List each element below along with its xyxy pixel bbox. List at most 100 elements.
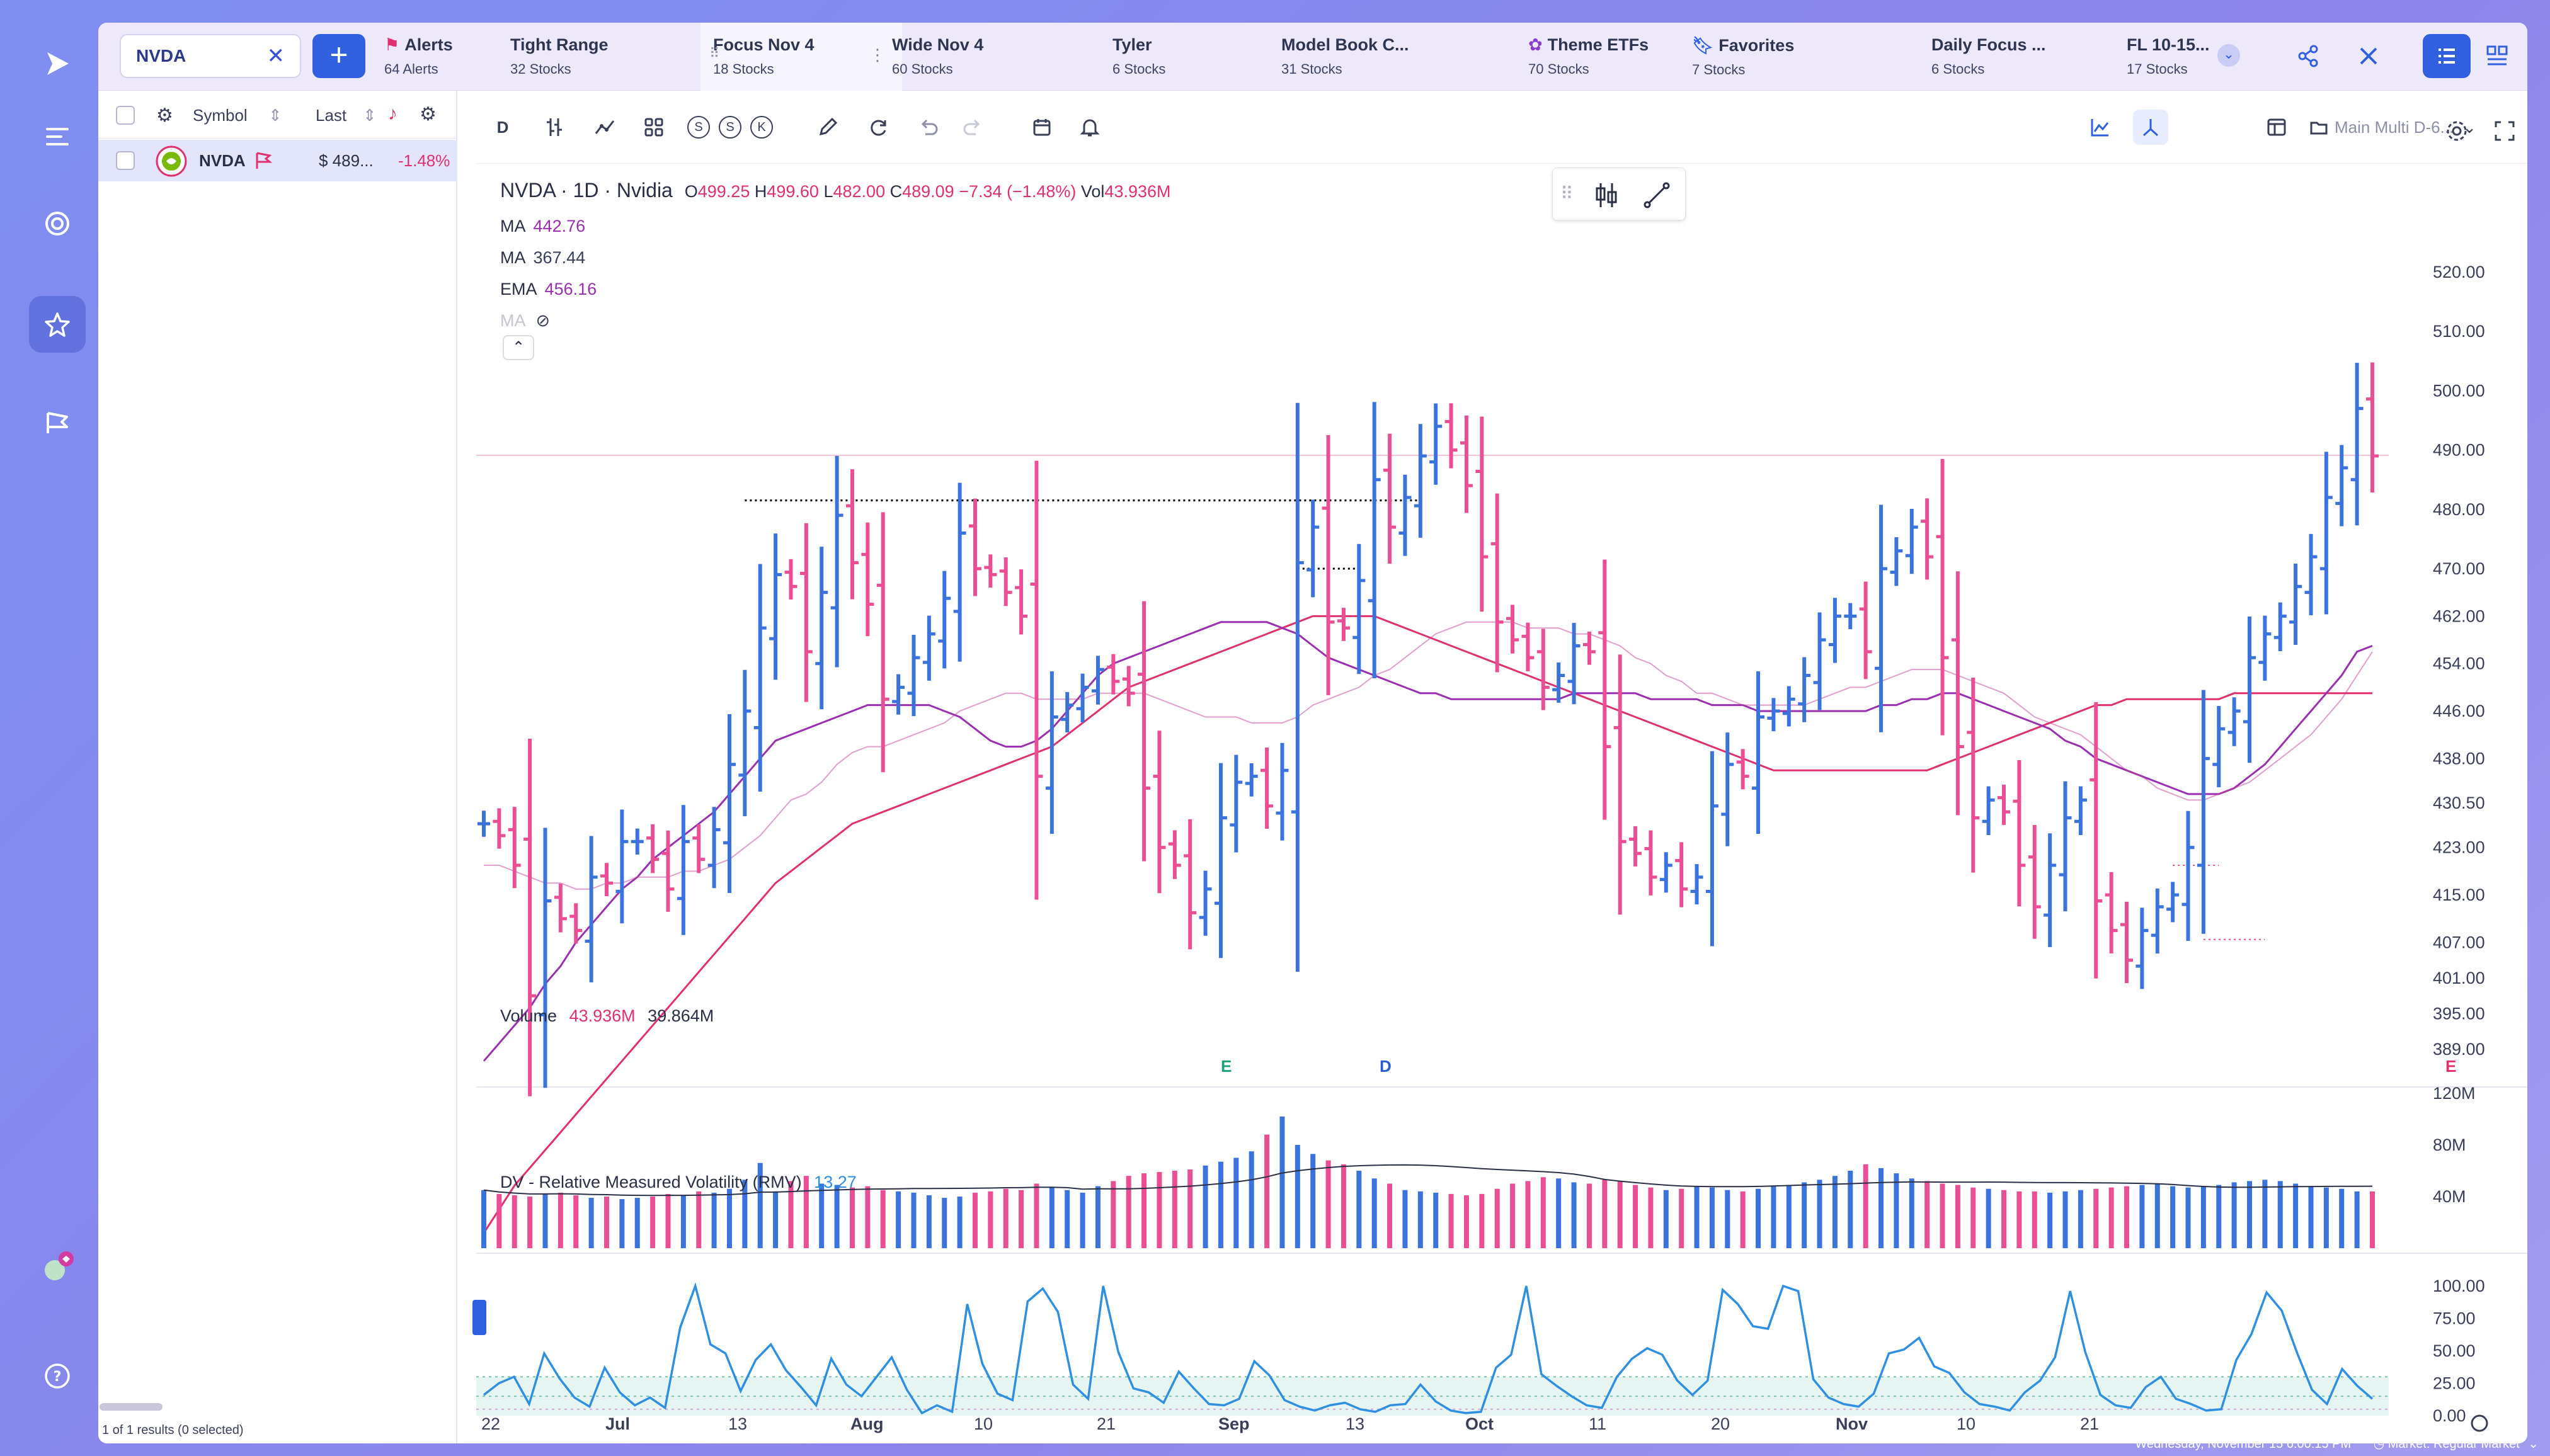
- tab-focus-nov-4[interactable]: Focus Nov 4 18 Stocks ⠿ ⋮: [700, 23, 902, 91]
- x-twitter-button[interactable]: [2345, 34, 2393, 78]
- volume-bar: [2185, 1187, 2191, 1248]
- ohlc-bar: [1721, 732, 1734, 846]
- rmv-value: 13.27: [814, 1173, 857, 1192]
- ohlc-bar: [1813, 612, 1826, 710]
- menu-icon[interactable]: [29, 108, 86, 165]
- tab-theme-etfs[interactable]: ✿ Theme ETFs 70 Stocks: [1516, 23, 1692, 91]
- fullscreen-icon[interactable]: [2492, 118, 2527, 154]
- ohlc-bar: [1705, 751, 1718, 947]
- ohlc-bar: [2243, 617, 2256, 763]
- ohlc-bar: [968, 498, 981, 596]
- time-axis-label: Aug: [850, 1414, 883, 1433]
- tabs-more-chevron-icon[interactable]: ⌄: [2217, 44, 2240, 67]
- watchlist-star-icon[interactable]: [29, 296, 86, 353]
- ma3-legend[interactable]: MA ⊘: [500, 305, 597, 336]
- last-column-header[interactable]: Last: [316, 106, 347, 125]
- volume-bar: [742, 1180, 748, 1248]
- trendline-tool-icon[interactable]: [1641, 179, 1672, 211]
- clear-search-icon[interactable]: ✕: [266, 44, 285, 68]
- row-symbol: NVDA: [199, 151, 246, 170]
- event-marker[interactable]: E: [2445, 1057, 2456, 1076]
- tab-menu-icon[interactable]: ⋮: [869, 45, 886, 64]
- tab-wide-nov-4[interactable]: Wide Nov 4 60 Stocks: [879, 23, 1081, 91]
- draw-pencil-icon[interactable]: [810, 110, 845, 145]
- chart-settings-icon[interactable]: [2444, 118, 2479, 154]
- symbol-column-header[interactable]: Symbol: [193, 106, 248, 125]
- time-axis-label: Jul: [605, 1414, 630, 1433]
- alert-bell-icon[interactable]: [1072, 110, 1107, 145]
- tab-alerts[interactable]: ⚑ Alerts 64 Alerts: [372, 23, 498, 91]
- templates-icon[interactable]: [636, 110, 672, 145]
- ohlc-bar: [1122, 666, 1135, 707]
- undo-icon[interactable]: [911, 110, 946, 145]
- grid-view-button[interactable]: [2473, 34, 2521, 78]
- calendar-icon[interactable]: [1024, 110, 1060, 145]
- eye-hidden-icon[interactable]: ⊘: [535, 311, 551, 330]
- ohlc-bar: [799, 523, 813, 702]
- tab-daily-focus[interactable]: Daily Focus ... 6 Stocks: [1919, 23, 2127, 91]
- price-chart[interactable]: 520.00 510.00 500.00 490.00 480.00 470.00 462.…: [476, 165, 2527, 1443]
- drag-handle-icon[interactable]: ⠿: [1560, 184, 1574, 203]
- candlestick-tool-icon[interactable]: [1591, 179, 1622, 211]
- volume-bar: [1310, 1154, 1316, 1248]
- ohlc-bar: [1306, 499, 1320, 598]
- pane-expand-handle[interactable]: [472, 1300, 486, 1335]
- tab-tight-range[interactable]: Tight Range 32 Stocks: [498, 23, 674, 91]
- ohlc-bar: [1936, 458, 1949, 736]
- bar-style-icon[interactable]: [537, 110, 572, 145]
- layout-selector[interactable]: Main Multi D-6... ⌄: [2309, 110, 2511, 145]
- ohlc-bar: [1414, 424, 1427, 538]
- indicator-legend: MA 442.76 MA 367.44 EMA 456.16 MA ⊘: [500, 210, 597, 336]
- panels-icon[interactable]: [2259, 110, 2294, 145]
- avatar[interactable]: [29, 1239, 86, 1296]
- logo-icon[interactable]: [29, 35, 86, 92]
- select-all-checkbox[interactable]: [116, 106, 135, 125]
- chevron-down-icon[interactable]: ⌄: [2528, 1437, 2539, 1451]
- row-checkbox[interactable]: [116, 151, 135, 170]
- gear-icon[interactable]: ⚙: [420, 104, 437, 125]
- tab-fl-10-15[interactable]: FL 10-15... 17 Stocks ⌄: [2114, 23, 2240, 91]
- collapse-legend-button[interactable]: ⌃: [503, 335, 534, 360]
- s-button[interactable]: S: [716, 110, 745, 145]
- list-item[interactable]: NVDA $ 489... -1.48%: [98, 140, 457, 181]
- sort-icon[interactable]: ⇕: [268, 106, 282, 125]
- ohlc-bar: [892, 674, 905, 715]
- help-icon[interactable]: ?: [29, 1348, 86, 1404]
- tab-favorites[interactable]: 🔖︎ Favorites 7 Stocks: [1679, 23, 1925, 91]
- axis-settings-icon[interactable]: [2471, 1414, 2488, 1432]
- ohlc-bar: [692, 824, 706, 873]
- ma2-legend[interactable]: MA 367.44: [500, 242, 597, 273]
- redo-icon[interactable]: [955, 110, 990, 145]
- add-watchlist-button[interactable]: +: [312, 34, 365, 78]
- share-button[interactable]: [2284, 34, 2332, 78]
- tab-model-book-c[interactable]: Model Book C... 31 Stocks: [1269, 23, 1521, 91]
- ohlc-bar: [661, 830, 675, 912]
- close-label: C: [889, 182, 903, 201]
- vol-value: 43.936M: [1104, 182, 1171, 201]
- indicators-icon[interactable]: [587, 110, 622, 145]
- guitar-icon[interactable]: ♪: [388, 103, 397, 124]
- tab-drag-handle-icon[interactable]: ⠿: [709, 45, 720, 61]
- ma1-legend[interactable]: MA 442.76: [500, 210, 597, 242]
- interval-button[interactable]: D: [496, 117, 509, 137]
- event-marker[interactable]: D: [1380, 1057, 1392, 1076]
- compare-icon[interactable]: [2133, 110, 2168, 145]
- settings-small-icon[interactable]: ⚙: [156, 105, 173, 126]
- volume-bar: [665, 1193, 671, 1248]
- volume-bar: [803, 1176, 809, 1248]
- k-button[interactable]: K: [747, 110, 776, 145]
- list-view-button[interactable]: [2423, 34, 2471, 78]
- event-marker[interactable]: E: [1221, 1057, 1232, 1076]
- symbol-search-input[interactable]: NVDA ✕: [120, 34, 301, 78]
- horizontal-scrollbar[interactable]: [100, 1403, 163, 1411]
- ema-legend[interactable]: EMA 456.16: [500, 273, 597, 305]
- target-icon[interactable]: [29, 195, 86, 252]
- tab-tyler[interactable]: Tyler 6 Stocks: [1100, 23, 1276, 91]
- svg-text:?: ?: [54, 1369, 62, 1385]
- refresh-icon[interactable]: [860, 110, 896, 145]
- line-chart-icon[interactable]: [2083, 110, 2118, 145]
- price-axis-label: 454.00: [2433, 654, 2485, 673]
- sort-icon[interactable]: ⇕: [363, 106, 377, 125]
- flag-icon[interactable]: [29, 394, 86, 451]
- s-button[interactable]: S: [684, 110, 713, 145]
